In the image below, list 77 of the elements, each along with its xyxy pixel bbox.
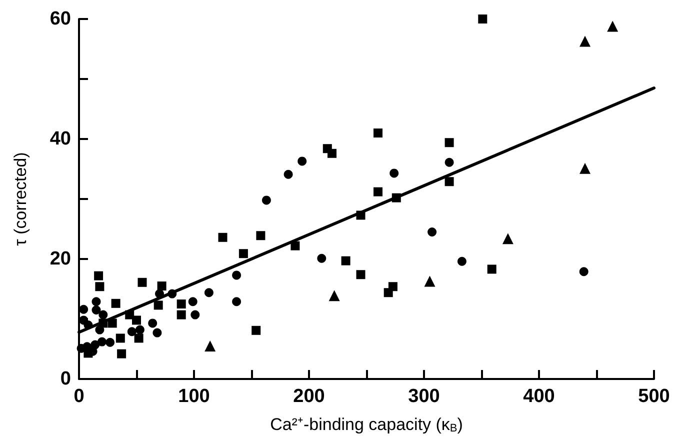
point [579,267,588,276]
point [298,156,307,166]
point [444,138,454,148]
point [98,337,106,346]
point [262,196,271,205]
point [252,326,261,335]
point [457,256,466,266]
x-tick-label: 400 [523,386,555,407]
point [580,36,590,47]
point [84,320,93,330]
x-tick-label: 500 [638,386,670,407]
point [98,310,108,320]
point [176,300,186,308]
point [138,278,147,287]
point [290,241,300,250]
point [238,249,248,258]
point [478,14,488,24]
point [168,289,177,298]
x-tick-label: 100 [178,386,210,407]
point [176,310,186,320]
y-tick-label: 0 [60,368,71,390]
point [125,310,134,320]
point [374,128,382,138]
point [341,256,350,266]
y-tick-label: 20 [50,248,71,270]
point [188,297,198,306]
point [117,349,126,358]
point [428,228,437,236]
point [135,325,144,334]
point [284,170,293,179]
point [328,290,340,302]
point [356,270,366,280]
point [92,297,101,306]
point [232,297,242,306]
point [502,233,514,244]
point [487,264,496,274]
point [95,282,104,292]
point [111,298,120,308]
point [94,271,104,280]
y-tick-label: 40 [50,128,71,150]
point [424,276,436,287]
point [392,193,401,202]
point [106,338,115,347]
point [444,177,454,186]
point [92,306,101,314]
point [317,254,326,263]
point [204,288,214,298]
y-tick-label: 60 [50,8,71,30]
x-tick-label: 200 [293,386,325,407]
point [390,168,399,178]
point [256,231,266,240]
point [607,20,618,32]
point [154,300,163,310]
y-axis-title: τ (corrected) [11,152,30,246]
point [204,340,216,352]
point [232,270,242,280]
point [134,334,144,343]
point [155,289,164,298]
point [157,282,166,290]
point [328,148,336,158]
point [580,162,590,174]
point [152,328,162,338]
point [148,318,158,328]
point [218,232,228,242]
point [190,310,200,320]
point [95,325,104,334]
point [116,334,125,343]
point [108,318,117,328]
point [132,316,141,325]
x-tick-label: 0 [74,386,84,407]
x-tick-label: 300 [408,386,440,407]
point [127,327,136,336]
point [79,304,88,314]
point [384,288,393,298]
point [356,210,366,220]
point [444,158,454,167]
point [374,187,382,196]
